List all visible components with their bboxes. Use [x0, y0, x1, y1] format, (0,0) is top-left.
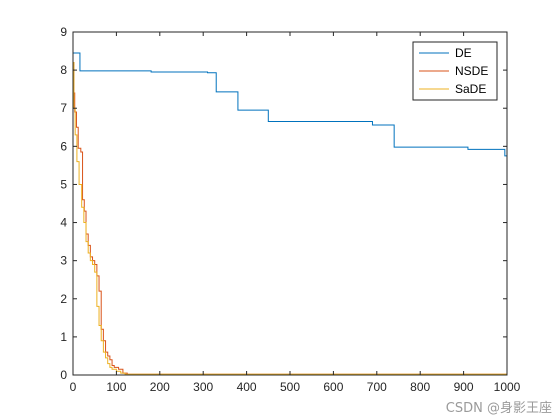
legend-label-nsde: NSDE	[455, 64, 488, 78]
watermark-text: CSDN @身影王座	[445, 401, 552, 416]
x-tick-label: 1000	[494, 380, 521, 394]
legend: DE NSDE SaDE	[412, 41, 498, 101]
y-tick-label: 6	[60, 139, 67, 153]
x-tick-label: 600	[323, 380, 343, 394]
y-tick-label: 8	[60, 63, 67, 77]
y-tick-label: 3	[60, 254, 67, 268]
y-tick-label: 2	[60, 292, 67, 306]
y-tick-label: 5	[60, 177, 67, 191]
x-tick-label: 500	[280, 380, 300, 394]
x-tick-label: 400	[237, 380, 257, 394]
x-tick-label: 300	[193, 380, 213, 394]
x-tick-label: 700	[367, 380, 387, 394]
y-tick-label: 0	[60, 368, 67, 382]
x-tick-label: 0	[70, 380, 77, 394]
y-tick-label: 7	[60, 101, 67, 115]
series-line-nsde	[73, 61, 508, 375]
x-tick-label: 800	[410, 380, 430, 394]
x-tick-label: 200	[150, 380, 170, 394]
y-tick-label: 9	[60, 25, 67, 39]
series-line-sade	[73, 61, 508, 375]
legend-label-sade: SaDE	[455, 82, 486, 96]
tick-layer: 0 100 200 300 400 500 600 700 800 900 1000 0 1 2 3 4 5 6 7…	[60, 25, 520, 394]
x-tick-label: 900	[454, 380, 474, 394]
series-layer	[73, 52, 508, 375]
y-tick-label: 1	[60, 330, 67, 344]
x-tick-label: 100	[106, 380, 126, 394]
series-line-de	[73, 52, 507, 157]
y-tick-label: 4	[60, 216, 67, 230]
legend-label-de: DE	[455, 46, 472, 60]
